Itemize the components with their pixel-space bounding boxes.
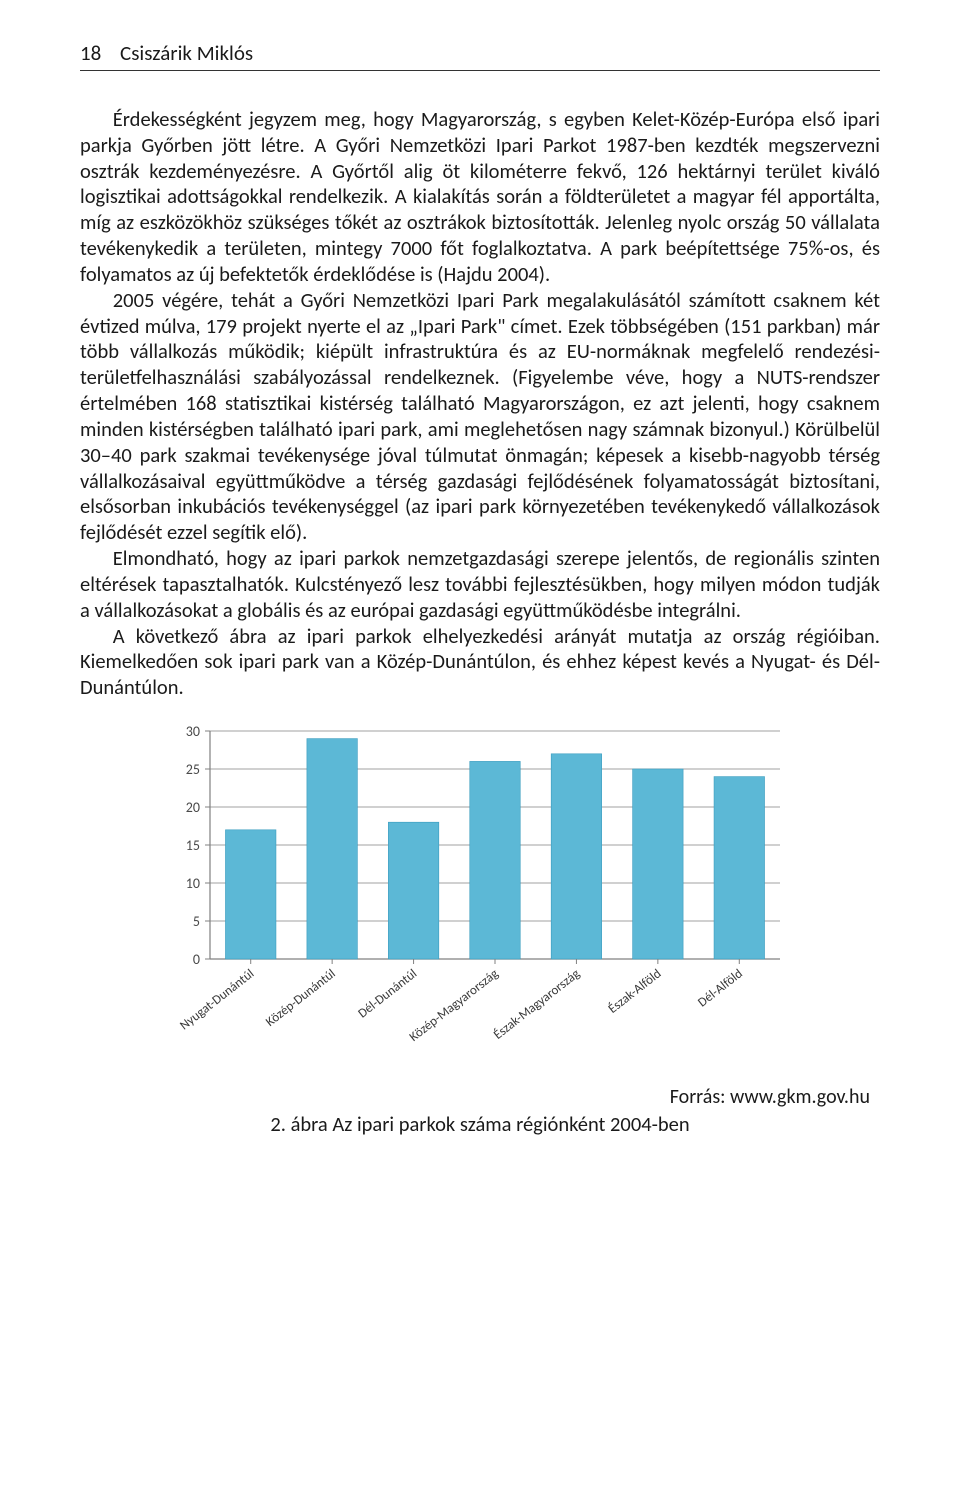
page-container: 18 Csiszárik Miklós Érdekességként jegyz… xyxy=(0,0,960,1177)
paragraph-2: 2005 végére, tehát a Győri Nemzetközi Ip… xyxy=(80,288,880,546)
chart-source: Forrás: www.gkm.gov.hu xyxy=(80,1085,880,1109)
svg-text:25: 25 xyxy=(186,761,200,778)
paragraph-3: Elmondható, hogy az ipari parkok nemzetg… xyxy=(80,546,880,623)
body-text: Érdekességként jegyzem meg, hogy Magyaro… xyxy=(80,107,880,701)
running-head: Csiszárik Miklós xyxy=(120,40,253,66)
svg-text:30: 30 xyxy=(186,723,200,740)
paragraph-1: Érdekességként jegyzem meg, hogy Magyaro… xyxy=(80,107,880,288)
paragraph-4: A következő ábra az ipari parkok elhelye… xyxy=(80,624,880,701)
svg-text:20: 20 xyxy=(186,799,200,816)
svg-text:0: 0 xyxy=(193,951,200,968)
chart-svg: 051015202530Nyugat-DunántúlKözép-Dunántú… xyxy=(160,719,800,1079)
page-header: 18 Csiszárik Miklós xyxy=(80,40,880,71)
svg-text:10: 10 xyxy=(186,875,200,892)
bar-chart: 051015202530Nyugat-DunántúlKözép-Dunántú… xyxy=(160,719,800,1079)
chart-caption: 2. ábra Az ipari parkok száma régiónként… xyxy=(80,1111,880,1137)
page-number: 18 xyxy=(80,40,120,66)
svg-text:15: 15 xyxy=(186,837,200,854)
svg-text:5: 5 xyxy=(193,913,200,930)
